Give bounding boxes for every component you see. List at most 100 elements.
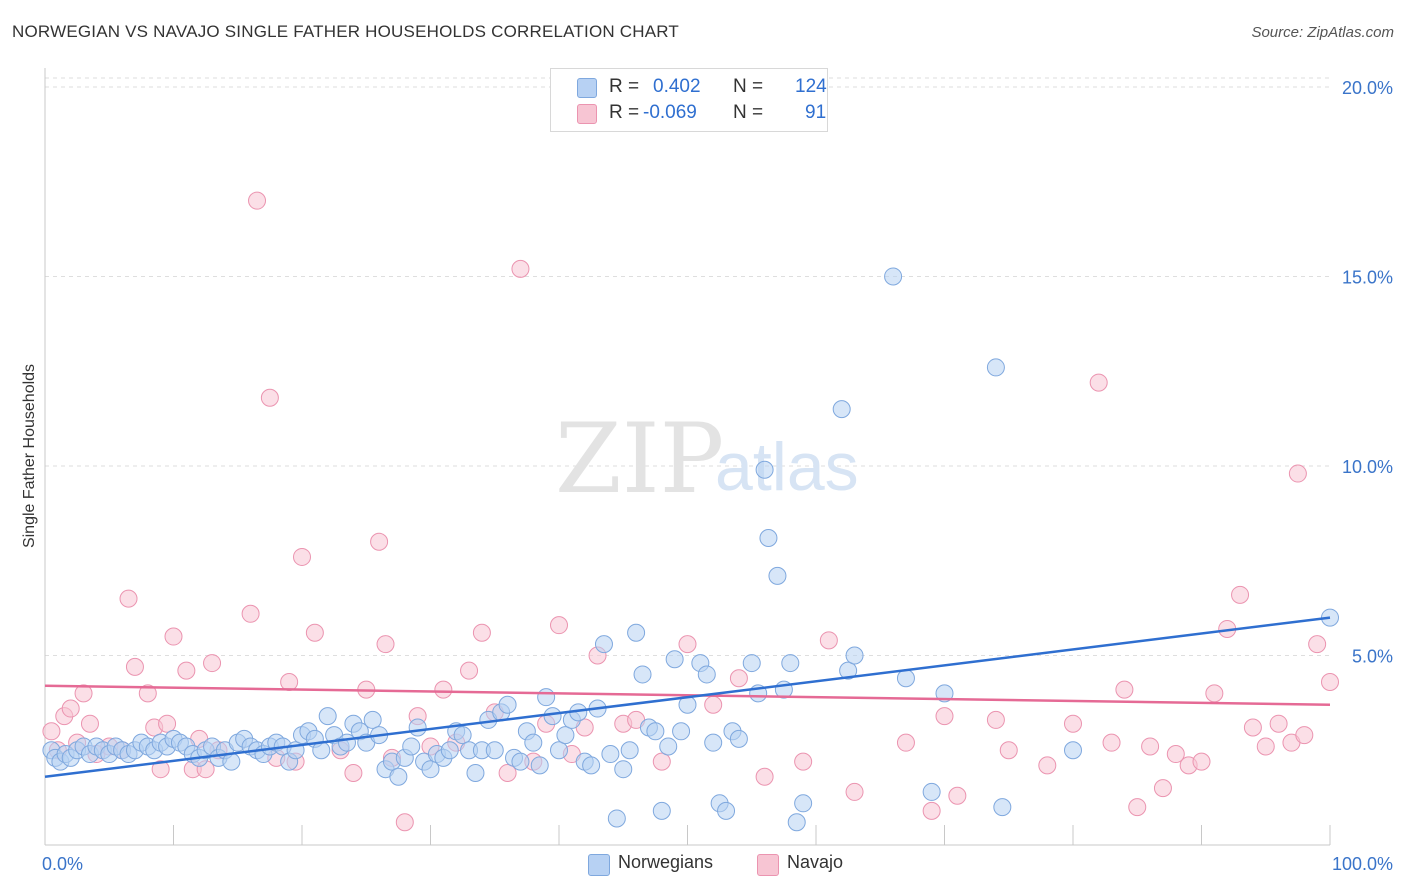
navajo-point [241,604,260,623]
norwegian-point [556,726,575,745]
navajo-point [248,191,267,210]
norwegian-point [485,741,504,760]
navajo-point [1102,733,1121,752]
norwegian-point [550,741,568,760]
norwegian-point [607,809,626,828]
navajo-point [986,710,1005,729]
navajo-point [280,673,299,692]
x-tick-label: 100.0% [1332,854,1393,874]
pink-swatch-icon [577,104,597,124]
norwegian-point [659,737,678,756]
norwegian-point [511,752,530,771]
norwegian-points [42,267,1339,832]
navajo-point [794,752,813,771]
norwegian-point [440,741,459,760]
norwegian-point [421,760,440,779]
navajo-point [42,722,61,741]
norwegian-point [755,460,774,479]
watermark-atlas: atlas [715,429,859,505]
norwegian-point [922,782,941,801]
navajo-point [1166,745,1185,764]
y-tick-label: 20.0% [1342,78,1393,98]
blue-swatch-icon [577,78,597,98]
navajo-point [1064,714,1082,733]
norwegian-point [845,646,864,665]
norwegian-point [530,756,549,775]
navajo-point [1038,756,1057,775]
legend-label: Norwegians [618,852,714,872]
norwegian-point [614,760,633,779]
navajo-point [344,763,363,782]
navajo-point [1141,737,1160,756]
navajo-point [729,669,748,688]
navajo-point [61,699,80,718]
norwegian-point [537,688,556,707]
norwegian-point [620,741,639,760]
norwegian-point [665,650,684,669]
navajo-point [935,707,954,726]
navajo-point [395,813,414,832]
norwegian-point [498,695,517,714]
norwegian-point [839,661,858,680]
navajo-point [80,714,99,733]
n-value: 91 [805,102,827,123]
navajo-point [1128,798,1147,817]
norwegian-point [633,665,652,684]
norwegian-point [884,267,903,286]
norwegian-point [318,707,337,726]
navajo-point [922,801,941,820]
norwegian-point [543,707,562,726]
norwegian-point [935,684,954,703]
navajo-point [119,589,138,608]
navajo-point [460,661,479,680]
navajo-point [550,616,568,635]
navajo-point [472,623,491,642]
norwegian-point [363,710,382,729]
navajo-point [704,695,723,714]
r-label: R = [609,102,640,123]
y-tick-label: 5.0% [1352,646,1393,666]
gridlines [45,77,1330,656]
source-label: Source: ZipAtlas.com [1251,24,1394,41]
r-value: -0.069 [643,102,697,123]
norwegian-point [453,726,472,745]
norwegian-point [704,733,723,752]
navajo-point [1205,684,1224,703]
x-tick-label: 0.0% [42,854,83,874]
navajo-trend-line [44,684,1331,707]
navajo-point [1256,737,1275,756]
navajo-point [999,741,1018,760]
navajo-point [293,547,311,566]
norwegian-point [672,722,691,741]
blue-swatch-icon [588,854,610,876]
trend-lines [44,616,1331,779]
norwegian-point [832,400,851,419]
y-tick-label: 10.0% [1342,457,1393,477]
norwegian-point [524,733,543,752]
norwegian-point [896,669,915,688]
r-value: 0.402 [653,76,701,97]
norwegian-point [582,756,601,775]
tick-labels: 5.0% 10.0% 15.0% 20.0% 0.0% 100.0% [42,78,1393,874]
axes [44,68,1331,846]
norwegian-point [729,729,748,748]
norwegian-point [627,623,646,642]
norwegian-point [787,813,806,832]
navajo-point [1192,752,1211,771]
n-value: 124 [795,76,827,97]
navajo-point [1115,680,1134,699]
navajo-point [498,763,517,782]
norwegian-point [794,794,813,813]
navajo-point [125,657,144,676]
navajo-point [1288,464,1307,483]
navajo-point [755,767,774,786]
navajo-point [260,388,279,407]
norwegian-point [742,654,761,673]
norwegian-point [646,722,665,741]
r-label: R = [609,76,640,97]
pink-swatch-icon [757,854,779,876]
norwegian-point [781,654,800,673]
norwegian-point [408,718,427,737]
watermark: ZIP atlas [555,403,859,515]
